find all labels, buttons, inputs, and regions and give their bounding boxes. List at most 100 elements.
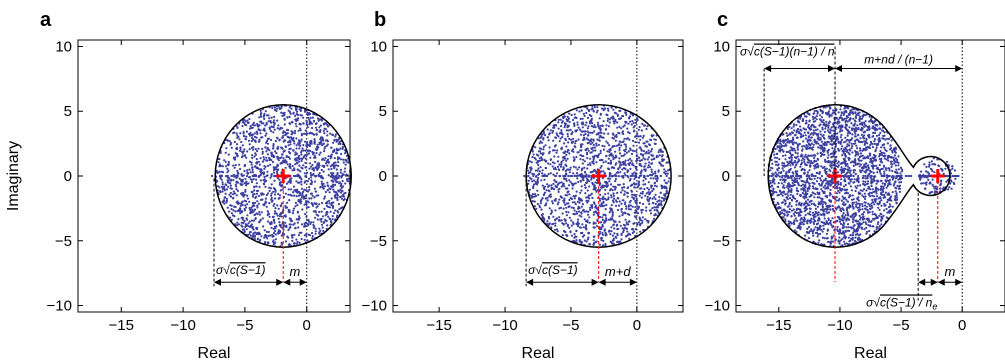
point bbox=[321, 177, 324, 180]
point bbox=[218, 163, 222, 166]
point bbox=[650, 174, 653, 177]
point bbox=[561, 168, 565, 171]
point bbox=[328, 199, 331, 202]
point bbox=[865, 146, 868, 149]
point bbox=[240, 180, 243, 183]
point bbox=[565, 214, 569, 217]
point bbox=[306, 153, 309, 156]
point bbox=[880, 223, 883, 226]
x-tick-label: 0 bbox=[633, 317, 641, 334]
point bbox=[813, 167, 816, 170]
point bbox=[601, 144, 604, 147]
point bbox=[839, 136, 842, 139]
point bbox=[570, 234, 574, 237]
point bbox=[592, 183, 595, 186]
point bbox=[555, 124, 558, 127]
point bbox=[268, 189, 271, 192]
point bbox=[796, 199, 799, 202]
point bbox=[284, 221, 287, 224]
point bbox=[308, 197, 311, 200]
point bbox=[589, 157, 592, 160]
point bbox=[272, 171, 276, 174]
point bbox=[284, 145, 288, 149]
point bbox=[605, 155, 608, 158]
point bbox=[646, 158, 649, 161]
point bbox=[828, 182, 831, 185]
point bbox=[612, 158, 615, 161]
point bbox=[357, 175, 359, 177]
point bbox=[779, 210, 782, 214]
point bbox=[822, 119, 825, 122]
point bbox=[264, 185, 267, 188]
point bbox=[599, 124, 602, 127]
point bbox=[262, 122, 265, 125]
point bbox=[588, 243, 591, 246]
x-axis-label: Real bbox=[522, 345, 555, 362]
point bbox=[318, 141, 321, 144]
point bbox=[636, 212, 640, 215]
point bbox=[885, 186, 888, 189]
point bbox=[613, 227, 616, 230]
point bbox=[658, 195, 661, 199]
point bbox=[288, 165, 291, 168]
point bbox=[315, 129, 318, 132]
point bbox=[831, 226, 834, 229]
point bbox=[653, 206, 656, 209]
point bbox=[310, 221, 313, 224]
point bbox=[642, 179, 645, 182]
point bbox=[784, 209, 787, 212]
point bbox=[239, 149, 242, 152]
point bbox=[561, 234, 564, 237]
point bbox=[244, 188, 247, 192]
point bbox=[864, 177, 867, 180]
point bbox=[562, 182, 565, 185]
point bbox=[569, 128, 572, 131]
point bbox=[652, 154, 655, 157]
point bbox=[255, 189, 259, 193]
point bbox=[323, 159, 326, 162]
point bbox=[553, 149, 556, 152]
point bbox=[291, 236, 294, 239]
point bbox=[297, 174, 300, 178]
point bbox=[337, 164, 340, 167]
point bbox=[298, 160, 301, 163]
point bbox=[295, 157, 298, 160]
point bbox=[780, 211, 784, 215]
point bbox=[599, 221, 602, 224]
point bbox=[590, 125, 594, 128]
point bbox=[602, 200, 605, 203]
point bbox=[605, 128, 608, 131]
point bbox=[614, 156, 617, 159]
point bbox=[265, 156, 268, 159]
point bbox=[258, 240, 261, 243]
point bbox=[249, 178, 252, 181]
point bbox=[537, 163, 540, 167]
point bbox=[899, 166, 903, 169]
point bbox=[816, 176, 819, 179]
point bbox=[795, 203, 798, 206]
point bbox=[786, 192, 789, 195]
point bbox=[883, 134, 886, 137]
point bbox=[258, 129, 262, 132]
point bbox=[337, 161, 340, 164]
point bbox=[261, 150, 264, 153]
point bbox=[644, 218, 647, 221]
point bbox=[840, 114, 843, 117]
point bbox=[266, 159, 269, 162]
point bbox=[650, 158, 653, 161]
point bbox=[607, 177, 610, 180]
point bbox=[248, 200, 251, 203]
point bbox=[263, 117, 266, 120]
point bbox=[657, 203, 660, 206]
point bbox=[529, 168, 533, 171]
point bbox=[537, 193, 540, 196]
point bbox=[622, 223, 626, 226]
point bbox=[585, 121, 588, 124]
point bbox=[853, 178, 856, 181]
point bbox=[293, 169, 296, 172]
point bbox=[321, 158, 324, 161]
point bbox=[602, 120, 605, 123]
point bbox=[580, 205, 584, 208]
point bbox=[549, 158, 552, 161]
point bbox=[588, 120, 592, 123]
